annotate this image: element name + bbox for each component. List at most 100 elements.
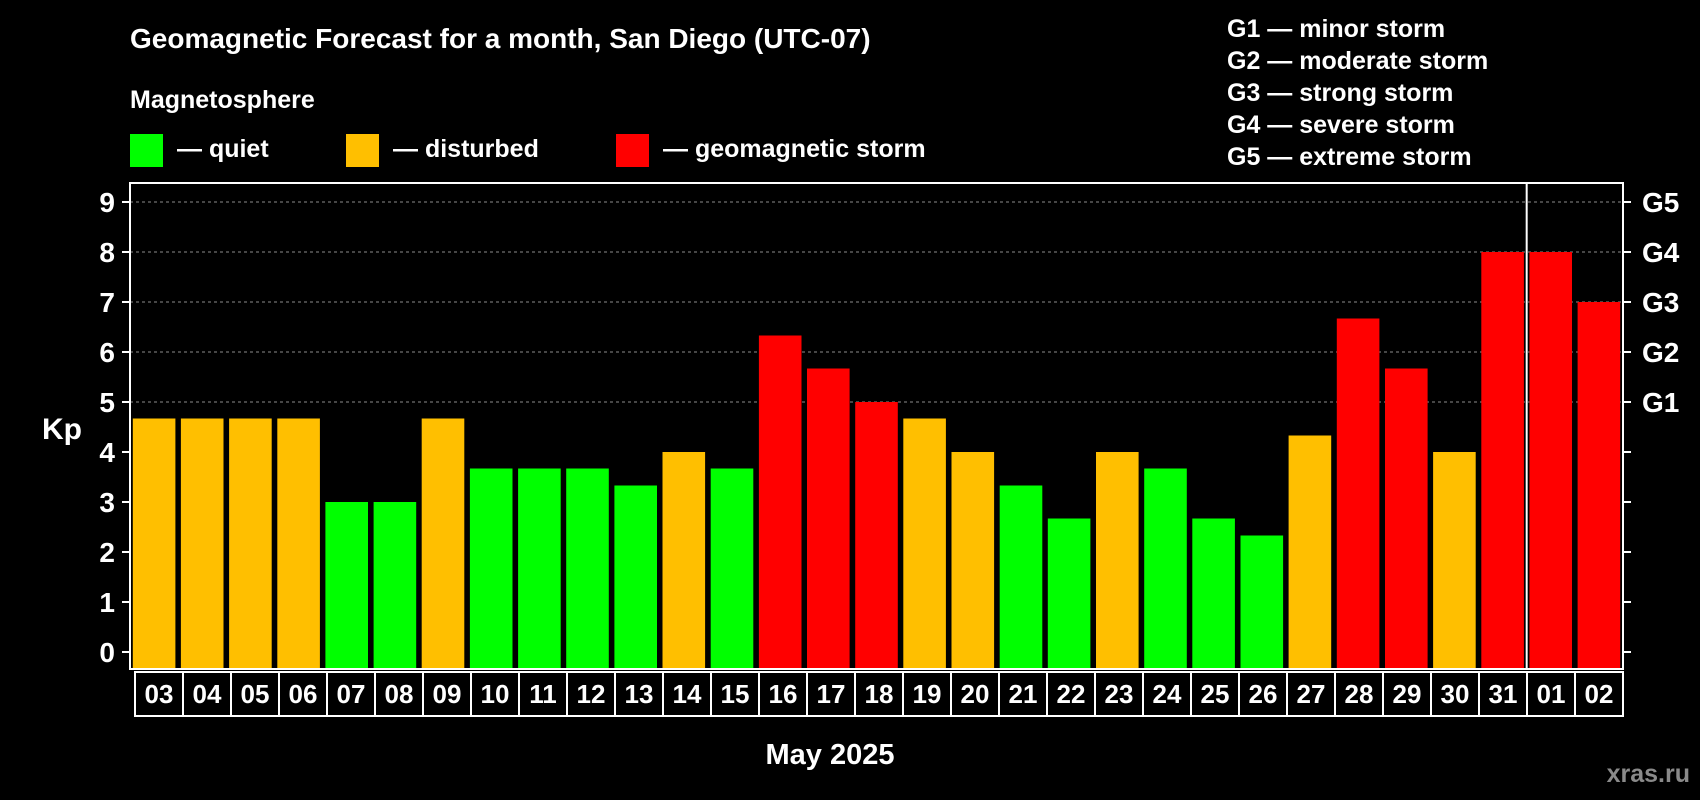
- date-label-02: 02: [1585, 679, 1614, 709]
- y-tick-label: 3: [99, 487, 115, 518]
- legend-heading: Magnetosphere: [130, 86, 315, 114]
- date-label-30: 30: [1441, 679, 1470, 709]
- chart-title: Geomagnetic Forecast for a month, San Di…: [130, 23, 871, 54]
- bar-14: [662, 452, 706, 669]
- storm-scale-key: G1 — minor storm G2 — moderate storm G3 …: [1227, 15, 1488, 171]
- date-label-22: 22: [1057, 679, 1086, 709]
- date-label-24: 24: [1153, 679, 1182, 709]
- bar-06: [277, 418, 320, 669]
- date-label-12: 12: [577, 679, 606, 709]
- bar-16: [758, 335, 802, 669]
- y-axis-ticks: 0 1 2 3 4 5 6 7 8 9: [99, 187, 130, 668]
- date-label-13: 13: [625, 679, 654, 709]
- y-tick-label: 0: [99, 637, 115, 668]
- storm-level-label-g2: G2: [1642, 337, 1679, 368]
- legend-swatch-quiet: [130, 134, 163, 167]
- date-label-07: 07: [337, 679, 366, 709]
- date-label-26: 26: [1249, 679, 1278, 709]
- storm-level-label-g4: G4: [1642, 237, 1680, 268]
- y-tick-label: 7: [99, 287, 115, 318]
- date-label-01: 01: [1537, 679, 1566, 709]
- bar-20: [951, 452, 995, 669]
- date-label-31: 31: [1489, 679, 1518, 709]
- bar-27: [1288, 435, 1332, 669]
- date-label-09: 09: [433, 679, 462, 709]
- watermark: xras.ru: [1607, 760, 1690, 788]
- bar-02: [1577, 302, 1621, 669]
- date-label-19: 19: [913, 679, 942, 709]
- bar-12: [566, 468, 609, 669]
- date-label-04: 04: [193, 679, 222, 709]
- bar-30: [1433, 452, 1476, 669]
- bar-31: [1481, 252, 1524, 669]
- date-label-25: 25: [1201, 679, 1230, 709]
- date-label-11: 11: [529, 679, 557, 709]
- bar-22: [1047, 518, 1091, 669]
- legend: — quiet — disturbed — geomagnetic storm: [130, 134, 926, 167]
- date-label-14: 14: [673, 679, 702, 709]
- x-axis-date-labels: 03 04 05 06 07 08 09 10 11 12 13 14 15 16 17 18 19 20 21 22…: [134, 671, 1624, 717]
- y-tick-label: 9: [99, 187, 115, 218]
- bar-18: [855, 402, 898, 669]
- legend-swatch-storm: [616, 134, 649, 167]
- bar-24: [1144, 468, 1187, 669]
- storm-level-label-g3: G3: [1642, 287, 1679, 318]
- date-label-20: 20: [961, 679, 990, 709]
- bar-29: [1385, 368, 1428, 669]
- legend-label-quiet: — quiet: [177, 135, 269, 163]
- date-box: [1574, 671, 1624, 717]
- date-label-21: 21: [1009, 679, 1038, 709]
- bar-01: [1529, 252, 1572, 669]
- bar-21: [999, 485, 1043, 669]
- bars: [132, 252, 1621, 669]
- date-label-23: 23: [1105, 679, 1134, 709]
- date-label-03: 03: [145, 679, 174, 709]
- y-tick-label: 1: [99, 587, 115, 618]
- date-label-05: 05: [241, 679, 270, 709]
- bar-03: [132, 418, 176, 669]
- legend-label-disturbed: — disturbed: [393, 135, 539, 163]
- y-axis-label: Kp: [42, 413, 82, 446]
- date-label-17: 17: [817, 679, 846, 709]
- bar-04: [180, 418, 224, 669]
- right-axis-storm-ticks: G1 G2 G3 G4 G5: [1623, 187, 1680, 653]
- legend-swatch-disturbed: [346, 134, 379, 167]
- bar-07: [325, 502, 368, 669]
- bar-10: [469, 468, 513, 669]
- storm-scale-g5: G5 — extreme storm: [1227, 143, 1472, 171]
- storm-scale-g4: G4 — severe storm: [1227, 111, 1455, 139]
- date-label-08: 08: [385, 679, 414, 709]
- bar-17: [807, 368, 850, 669]
- bar-13: [614, 485, 657, 669]
- storm-scale-g1: G1 — minor storm: [1227, 15, 1445, 43]
- date-label-10: 10: [481, 679, 510, 709]
- x-axis-label: May 2025: [766, 739, 895, 771]
- bar-09: [421, 418, 465, 669]
- plot-frame: [129, 182, 1624, 670]
- bar-25: [1192, 518, 1235, 669]
- storm-level-label-g5: G5: [1642, 187, 1679, 218]
- storm-level-label-g1: G1: [1642, 387, 1679, 418]
- bar-19: [903, 418, 946, 669]
- y-tick-label: 2: [99, 537, 115, 568]
- date-label-28: 28: [1345, 679, 1374, 709]
- bar-05: [229, 418, 272, 669]
- bar-28: [1336, 318, 1380, 669]
- date-label-15: 15: [721, 679, 750, 709]
- date-label-18: 18: [865, 679, 894, 709]
- storm-scale-g3: G3 — strong storm: [1227, 79, 1453, 107]
- storm-scale-g2: G2 — moderate storm: [1227, 47, 1488, 75]
- legend-label-storm: — geomagnetic storm: [663, 135, 926, 163]
- y-tick-label: 5: [99, 387, 115, 418]
- date-label-27: 27: [1297, 679, 1326, 709]
- date-label-16: 16: [769, 679, 798, 709]
- bar-23: [1096, 452, 1139, 669]
- y-tick-label: 8: [99, 237, 115, 268]
- bar-15: [710, 468, 754, 669]
- bar-08: [373, 502, 417, 669]
- date-label-29: 29: [1393, 679, 1422, 709]
- y-tick-label: 6: [99, 337, 115, 368]
- bar-26: [1240, 535, 1284, 669]
- date-label-06: 06: [289, 679, 318, 709]
